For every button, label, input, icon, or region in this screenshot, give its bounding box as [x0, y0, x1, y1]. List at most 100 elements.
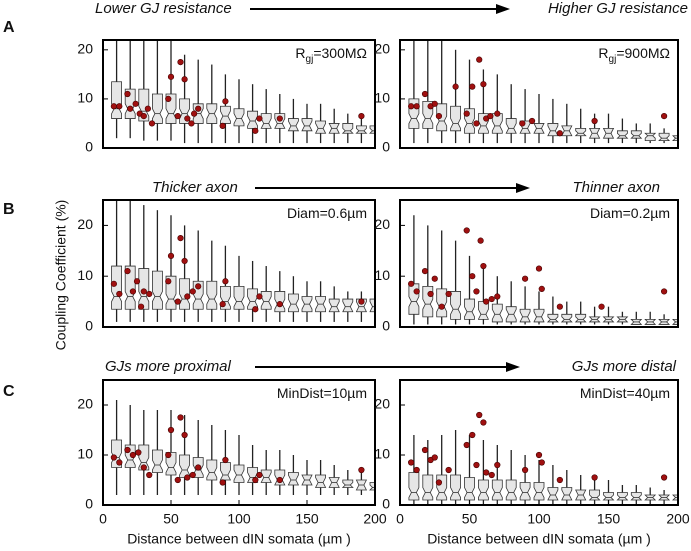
box — [644, 132, 657, 142]
box — [111, 265, 122, 310]
row-note: Lower GJ resistance — [95, 0, 232, 17]
box — [192, 280, 204, 310]
data-point — [219, 479, 226, 486]
y-tick-label: 10 — [77, 90, 93, 106]
y-tick-label: 10 — [374, 446, 390, 462]
data-point — [463, 441, 470, 449]
data-point — [222, 98, 229, 105]
box — [491, 479, 503, 501]
box — [560, 313, 573, 323]
panel-letter: C — [3, 383, 15, 400]
y-axis-label: Coupling Coefficient (%) — [53, 200, 69, 351]
box — [341, 123, 354, 134]
box — [574, 127, 587, 137]
box — [247, 110, 259, 129]
data-point — [252, 127, 259, 134]
data-point — [124, 90, 131, 98]
annotation-part: =900MΩ — [616, 45, 670, 61]
data-point — [469, 273, 476, 280]
box — [206, 280, 218, 310]
annotation-part: MinDist=10µm — [277, 385, 367, 401]
data-point — [167, 252, 175, 259]
y-tick-label: 0 — [382, 496, 390, 512]
x-tick-label: 0 — [99, 511, 107, 527]
y-tick-label: 10 — [77, 267, 93, 283]
row-note: GJs more proximal — [105, 358, 232, 375]
data-point — [184, 293, 191, 300]
data-point — [177, 414, 184, 421]
data-point — [591, 474, 598, 481]
data-point — [116, 290, 123, 298]
data-point — [476, 411, 483, 419]
data-point — [191, 110, 198, 117]
plot-frame — [102, 199, 376, 328]
data-point — [435, 479, 443, 486]
y-tick-label: 0 — [382, 318, 390, 334]
data-point — [487, 112, 494, 120]
data-point — [174, 298, 181, 305]
data-point — [140, 464, 147, 471]
box — [658, 132, 671, 142]
data-point — [556, 130, 563, 137]
data-point — [110, 280, 117, 287]
data-point — [174, 112, 181, 120]
x-tick-label: 200 — [363, 511, 387, 527]
box — [450, 474, 462, 501]
x-tick-label: 150 — [597, 511, 621, 527]
y-tick-label: 20 — [374, 41, 390, 57]
row-note: Thinner axon — [572, 179, 660, 196]
y-tick-label: 0 — [382, 139, 390, 155]
data-point — [480, 419, 487, 426]
annotation-part: Diam=0.6µm — [287, 205, 367, 221]
box — [505, 479, 517, 501]
data-point — [445, 466, 452, 474]
data-point — [165, 278, 172, 285]
data-point — [480, 81, 487, 88]
data-point — [469, 431, 476, 439]
box — [616, 492, 629, 501]
y-tick-label: 10 — [374, 267, 390, 283]
x-tick-label: 50 — [163, 511, 179, 527]
data-point — [528, 117, 536, 125]
x-tick-label: 200 — [666, 511, 690, 527]
data-point — [598, 303, 605, 310]
plot-frame — [399, 39, 679, 149]
data-point — [480, 262, 487, 270]
x-tick-label: 100 — [227, 511, 251, 527]
box — [519, 482, 531, 501]
box — [630, 492, 643, 501]
box — [546, 313, 559, 323]
data-point — [519, 120, 526, 127]
data-point — [184, 115, 191, 122]
plot-area — [408, 411, 678, 505]
box — [630, 130, 643, 139]
data-point — [135, 449, 142, 456]
data-point — [494, 293, 501, 300]
data-point — [148, 120, 156, 127]
box — [219, 105, 231, 124]
annotation-part: MinDist=40µm — [580, 385, 670, 401]
row-note: Thicker axon — [152, 179, 238, 196]
data-point — [494, 461, 501, 469]
annotation-part: R — [598, 45, 608, 61]
annotation-part: Diam=0.2µm — [590, 205, 670, 221]
data-point — [556, 303, 563, 310]
box — [179, 454, 191, 478]
data-point — [660, 474, 668, 481]
box — [450, 291, 462, 320]
data-point — [431, 454, 438, 461]
annotation: Diam=0.6µm — [287, 205, 367, 221]
data-point — [476, 56, 483, 63]
y-tick-label: 10 — [374, 90, 390, 106]
box — [233, 464, 245, 483]
data-point — [435, 112, 443, 120]
box — [491, 113, 503, 134]
data-point — [660, 288, 668, 295]
data-point — [181, 76, 188, 83]
data-point — [140, 288, 147, 295]
data-point — [452, 83, 459, 90]
annotation: Diam=0.2µm — [590, 205, 670, 221]
annotation: MinDist=40µm — [580, 385, 670, 401]
data-point — [167, 426, 175, 434]
data-point — [413, 466, 420, 474]
